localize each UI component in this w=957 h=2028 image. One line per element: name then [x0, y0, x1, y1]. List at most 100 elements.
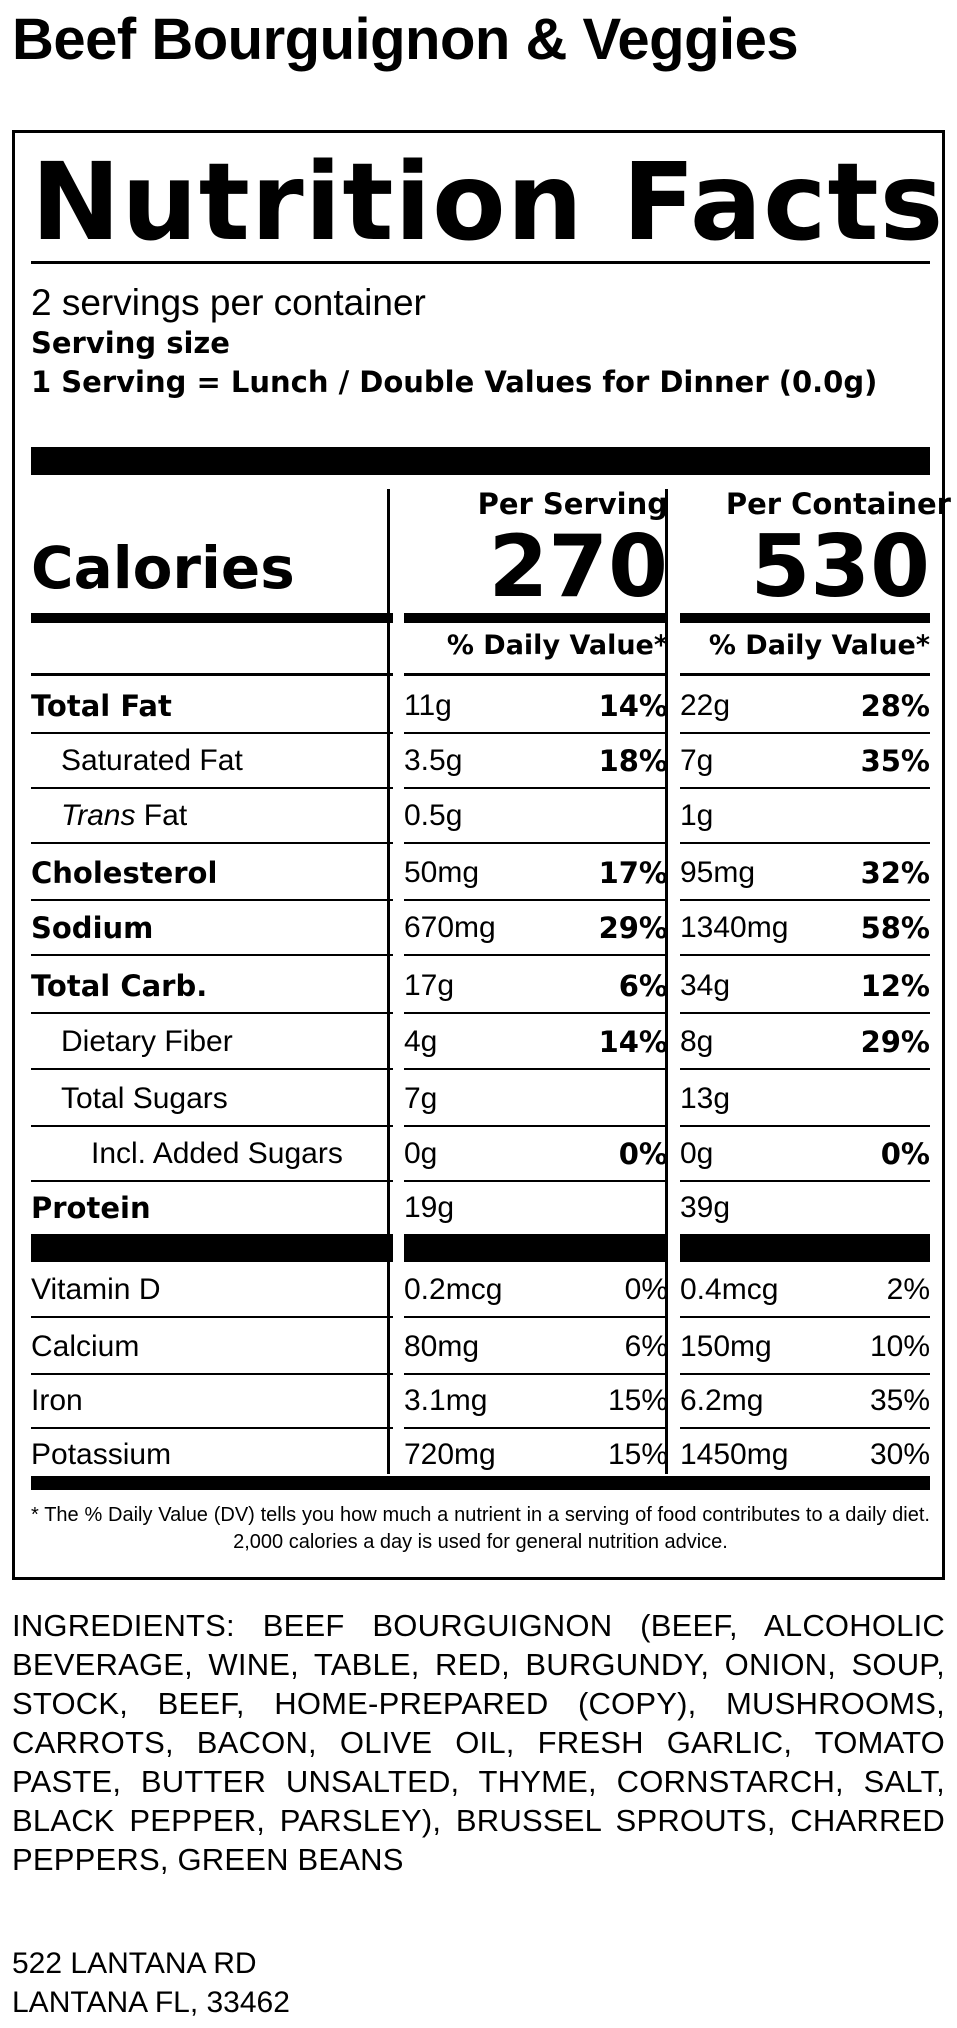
- serving-daily-value: 15%: [607, 1384, 668, 1417]
- container-daily-value: [680, 1180, 930, 1236]
- row-divider: [404, 1012, 668, 1014]
- serving-amount: 80mg: [404, 1330, 480, 1363]
- serving-amount: 19g: [404, 1191, 455, 1224]
- nutrient-name: Total Carb.: [31, 969, 208, 1003]
- row-divider: [680, 1180, 930, 1182]
- nutrient-name: Protein: [31, 1191, 151, 1225]
- daily-value-footnote: * The % Daily Value (DV) tells you how m…: [31, 1504, 930, 1553]
- container-amount: 1450mg: [680, 1438, 789, 1471]
- row-divider: [680, 1012, 930, 1014]
- nutrition-facts-heading: Nutrition Facts: [31, 141, 945, 265]
- container-daily-value: 10%: [869, 1330, 930, 1363]
- product-title: Beef Bourguignon & Veggies: [12, 7, 799, 72]
- calories-per-container: 530: [750, 517, 930, 617]
- serving-daily-value: 6%: [624, 1330, 668, 1363]
- dv-rule-container: [680, 673, 930, 676]
- row-divider: [680, 1373, 930, 1375]
- nutrient-name: Total Fat: [31, 689, 172, 723]
- calories-per-serving: 270: [488, 517, 668, 617]
- nutrient-name: Cholesterol: [31, 856, 218, 890]
- container-amount: 95mg: [680, 856, 756, 889]
- serving-daily-value: [404, 1071, 668, 1127]
- nutrient-row: Incl. Added Sugars 0g 0% 0g 0%: [15, 1126, 948, 1182]
- container-amount: 0.4mcg: [680, 1273, 779, 1306]
- serving-amount: 17g: [404, 969, 455, 1002]
- row-divider: [680, 899, 930, 901]
- row-divider: [404, 899, 668, 901]
- container-amount: 150mg: [680, 1330, 772, 1363]
- vitamins-band-container: [680, 1234, 930, 1262]
- container-daily-value: 2%: [886, 1273, 930, 1306]
- vitamin-row: Potassium 720mg 15% 1450mg 30%: [15, 1427, 948, 1483]
- container-daily-value: 0%: [880, 1137, 930, 1171]
- serving-amount: 11g: [404, 689, 452, 722]
- row-divider: [404, 1180, 668, 1182]
- serving-amount: 3.5g: [404, 744, 463, 777]
- nutrient-row: Protein 19g 39g: [15, 1180, 948, 1236]
- nutrient-name: Dietary Fiber: [61, 1025, 233, 1058]
- container-amount: 7g: [680, 744, 714, 777]
- nutrient-name: Sodium: [31, 911, 154, 945]
- row-divider: [404, 1316, 668, 1318]
- serving-size-label: Serving size: [31, 326, 230, 360]
- nutrition-facts-panel: Nutrition Facts 2 servings per container…: [12, 130, 951, 1580]
- nutrient-name: Iron: [31, 1384, 83, 1417]
- container-daily-value: 58%: [860, 911, 930, 945]
- servings-per-container: 2 servings per container: [31, 282, 426, 323]
- nutrient-row: Trans Fat 0.5g 1g: [15, 788, 948, 844]
- row-divider: [404, 1125, 668, 1127]
- vitamins-band-serving: [404, 1234, 668, 1262]
- nutrient-name: Total Sugars: [61, 1082, 228, 1115]
- container-daily-value: 29%: [860, 1025, 930, 1059]
- column-divider-2: [665, 489, 668, 1474]
- serving-amount: 720mg: [404, 1438, 496, 1471]
- container-daily-value: [680, 788, 930, 844]
- serving-amount: 7g: [404, 1082, 438, 1115]
- row-divider: [680, 1125, 930, 1127]
- row-divider: [31, 1068, 393, 1070]
- container-daily-value: 28%: [860, 689, 930, 723]
- nutrient-name: Calcium: [31, 1330, 140, 1363]
- nutrient-row: Saturated Fat 3.5g 18% 7g 35%: [15, 733, 948, 789]
- container-daily-value: [680, 1071, 930, 1127]
- nutrient-row: Total Carb. 17g 6% 34g 12%: [15, 958, 948, 1014]
- container-daily-value: 30%: [869, 1438, 930, 1471]
- nutrient-name-italic: Trans: [61, 799, 136, 832]
- row-divider: [31, 1427, 393, 1429]
- serving-amount: 0.2mcg: [404, 1273, 503, 1306]
- nutrient-name-rest: Fat: [135, 799, 188, 832]
- serving-amount: 50mg: [404, 856, 480, 889]
- serving-amount: 3.1mg: [404, 1384, 488, 1417]
- serving-daily-value: 17%: [598, 856, 668, 890]
- per-container-header: Per Container: [725, 487, 951, 521]
- container-amount: 1340mg: [680, 911, 789, 944]
- row-divider: [31, 1316, 393, 1318]
- daily-value-header-container: % Daily Value*: [708, 630, 930, 661]
- dv-rule-serving: [404, 673, 668, 676]
- footnote-rule: [31, 1476, 930, 1490]
- serving-daily-value: 15%: [607, 1438, 668, 1471]
- serving-thick-rule: [31, 447, 930, 475]
- vitamin-row: Iron 3.1mg 15% 6.2mg 35%: [15, 1373, 948, 1429]
- row-divider: [680, 1068, 930, 1070]
- row-divider: [404, 1068, 668, 1070]
- row-divider: [404, 1373, 668, 1375]
- nutrient-name: Trans Fat: [61, 788, 187, 844]
- container-amount: 8g: [680, 1025, 714, 1058]
- row-divider: [404, 732, 668, 734]
- nutrient-row: Dietary Fiber 4g 14% 8g 29%: [15, 1014, 948, 1070]
- serving-amount: 4g: [404, 1025, 438, 1058]
- nutrient-name: Incl. Added Sugars: [91, 1137, 343, 1170]
- serving-daily-value: [404, 788, 668, 844]
- row-divider: [31, 732, 393, 734]
- calories-rule-serving: [404, 613, 668, 623]
- serving-daily-value: 29%: [598, 911, 668, 945]
- row-divider: [31, 1125, 393, 1127]
- row-divider: [680, 954, 930, 956]
- container-amount: 39g: [680, 1191, 731, 1224]
- serving-amount: 0g: [404, 1137, 438, 1170]
- row-divider: [31, 787, 393, 789]
- container-amount: 0g: [680, 1137, 714, 1170]
- container-amount: 1g: [680, 799, 714, 832]
- row-divider: [31, 1012, 393, 1014]
